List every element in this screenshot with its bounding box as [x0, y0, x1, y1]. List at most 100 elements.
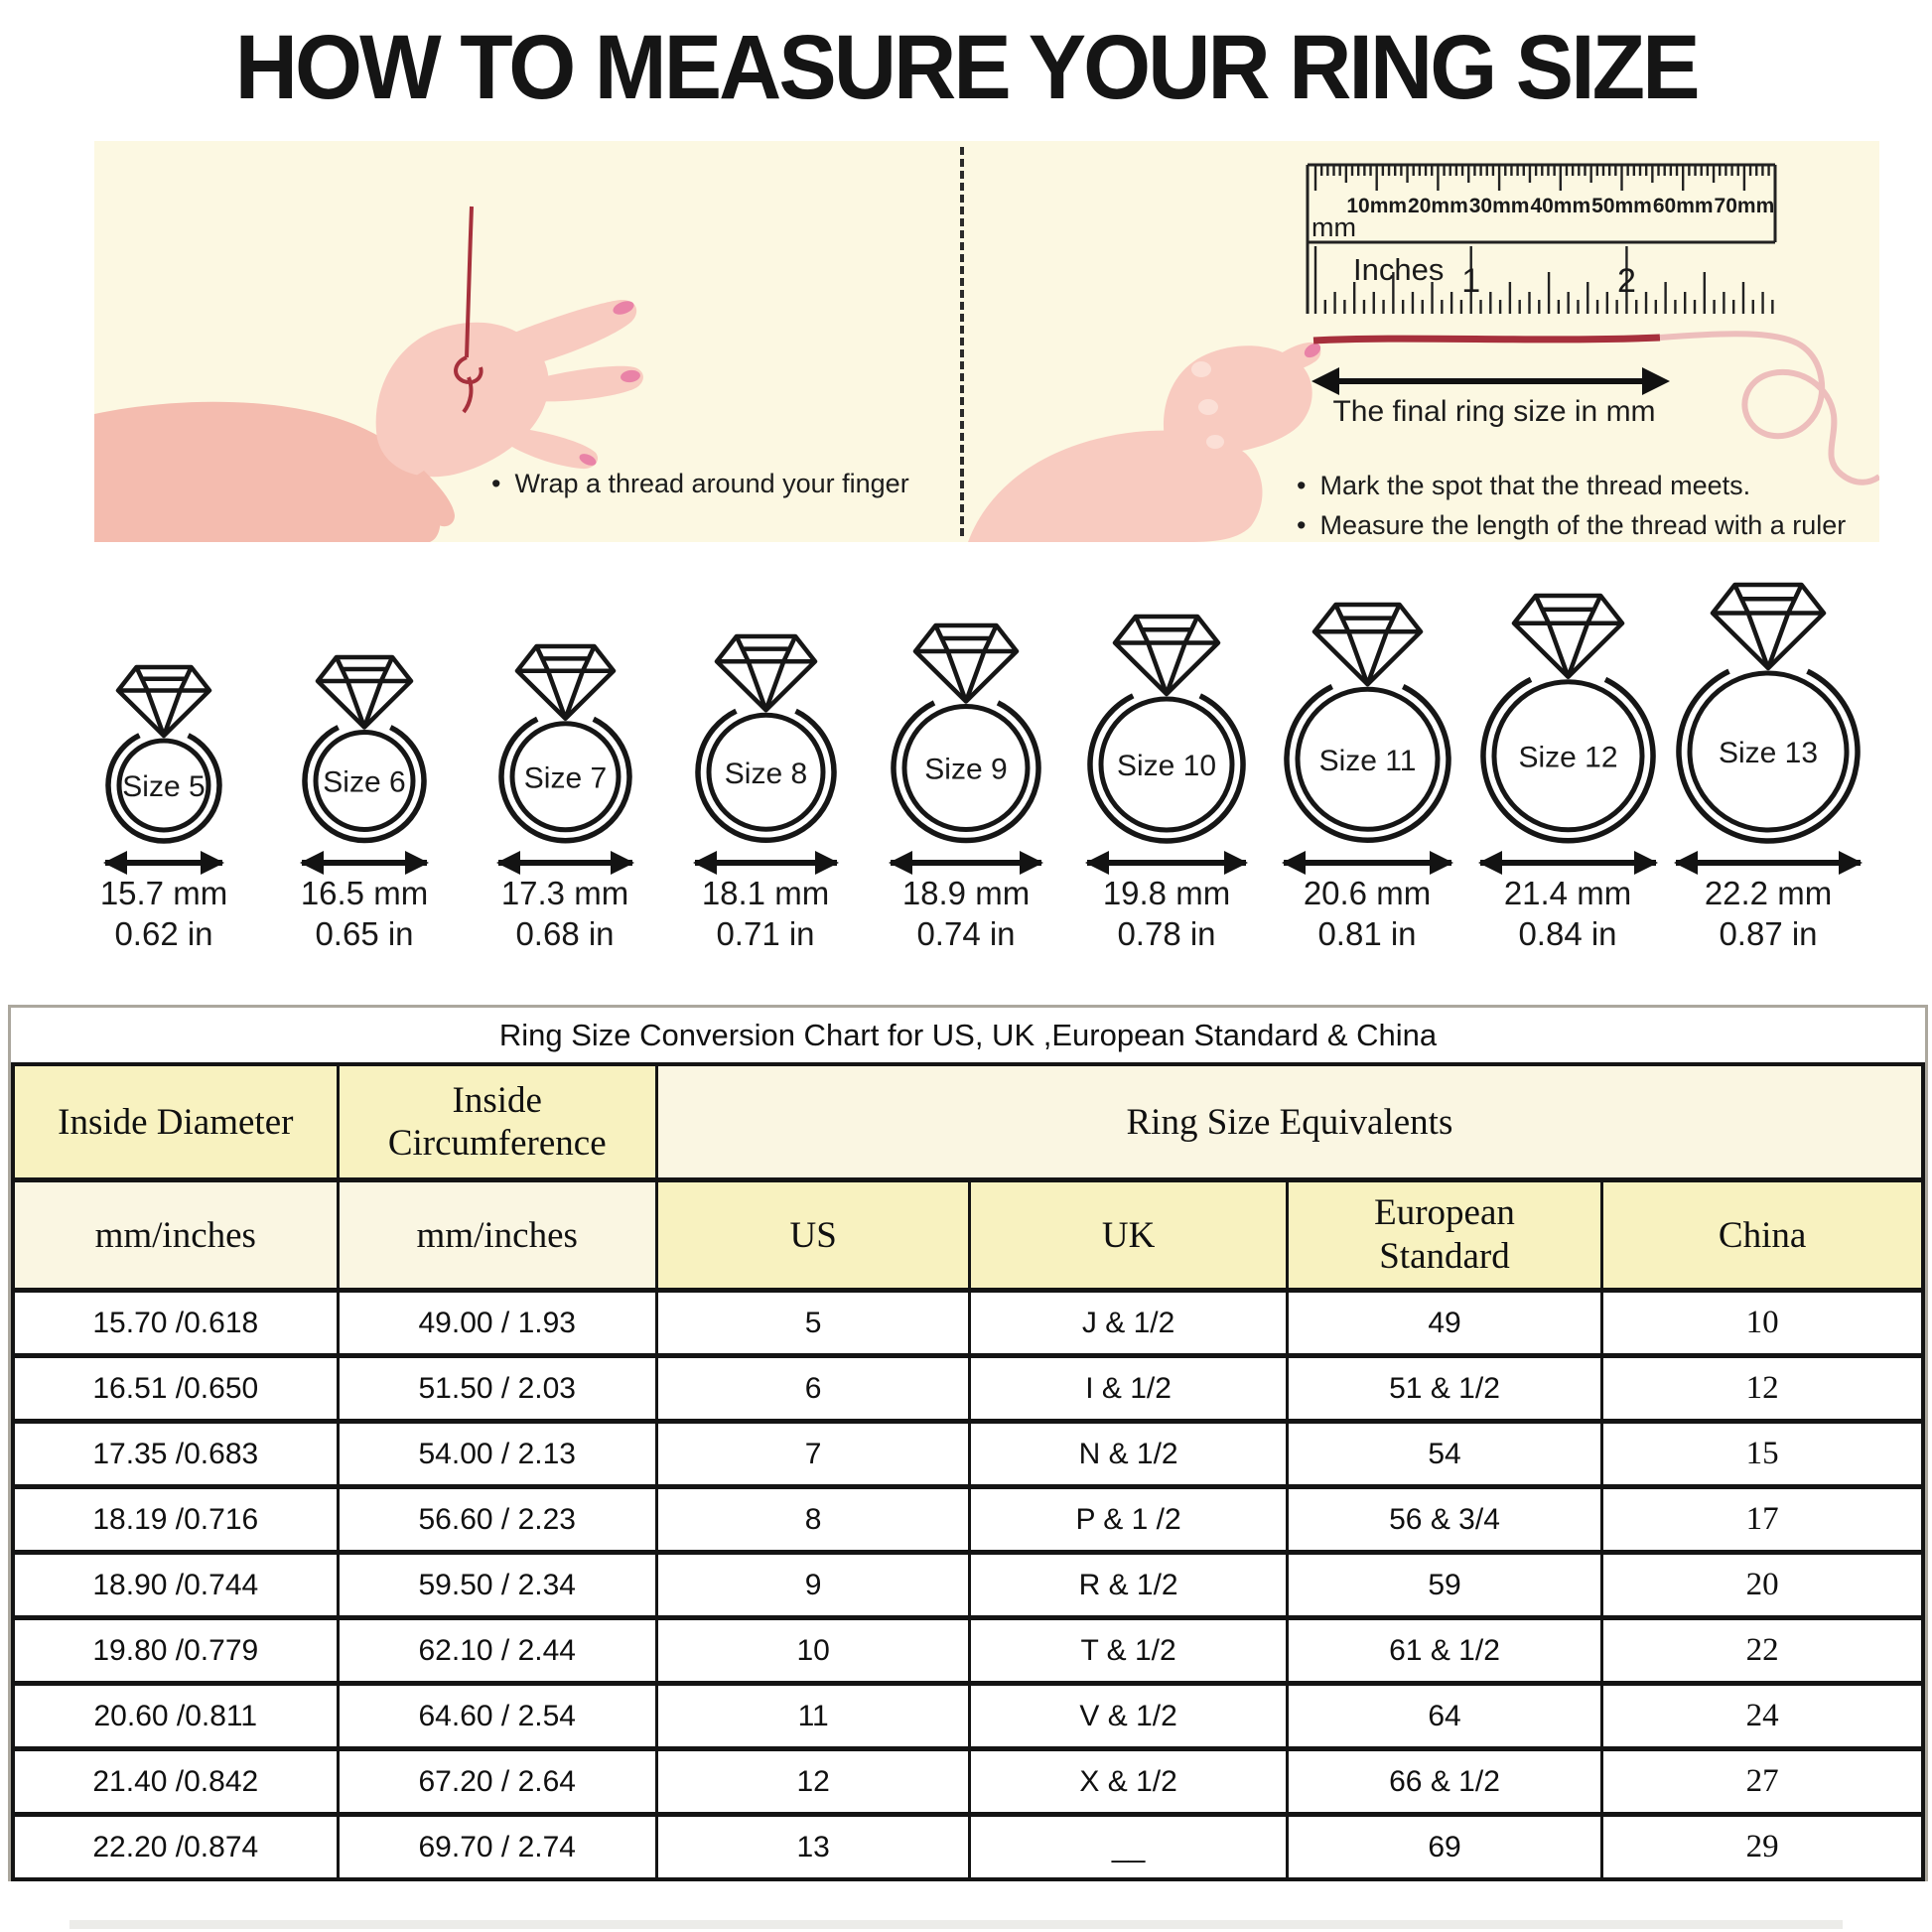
ruler-mm-label: 70mm [1715, 195, 1775, 217]
ring-size-label: Size 5 [122, 770, 205, 803]
thread-knot [454, 355, 483, 384]
thread-loop [1659, 331, 1879, 485]
ring-diameter-inches: 0.74 in [916, 915, 1016, 952]
cell-inside-circumference: 67.20 / 2.64 [336, 1746, 658, 1816]
ring-size-label: Size 10 [1117, 750, 1216, 782]
right-arm [968, 430, 1263, 542]
knuckle-highlight [1198, 399, 1218, 415]
thumb [407, 471, 455, 527]
cell-uk: I & 1/2 [968, 1353, 1289, 1423]
hand-with-thread-illustration [94, 206, 643, 542]
panel-divider [960, 147, 964, 536]
ring-size-item: Size 10 19.8 mm 0.78 in [1066, 613, 1267, 953]
step-text: Mark the spot that the thread meets. [1319, 471, 1751, 500]
cell-us: 5 [654, 1288, 972, 1357]
table-row: 15.70 /0.618 49.00 / 1.93 5 J & 1/2 49 10 [11, 1288, 1925, 1357]
measurement-arrow [1311, 367, 1670, 395]
measured-thread [1312, 334, 1661, 345]
diamond-ring-diagram: Size 7 [497, 643, 632, 844]
ring-size-label: Size 12 [1518, 741, 1617, 773]
ruler-inch-number: 1 [1461, 262, 1480, 300]
ring-band [891, 700, 1041, 844]
cell-euro: 49 [1285, 1288, 1604, 1357]
ruler-inches-label: Inches [1353, 252, 1444, 287]
conversion-table-section: Ring Size Conversion Chart for US, UK ,E… [8, 1005, 1928, 1881]
cell-us: 12 [654, 1746, 972, 1816]
table-row: 22.20 /0.874 69.70 / 2.74 13 __ 69 29 [11, 1812, 1925, 1881]
fingernail [1304, 343, 1321, 358]
diamond-ring-diagram: Size 13 [1676, 582, 1861, 844]
cell-uk: V & 1/2 [968, 1681, 1289, 1750]
cell-us: 9 [654, 1550, 972, 1619]
ring-band [497, 716, 632, 844]
conversion-table: Inside Diameter Inside Circumference Rin… [11, 1062, 1925, 1881]
ring-band [1676, 668, 1861, 844]
cell-us: 11 [654, 1681, 972, 1750]
header-circumference-units: mm/inches [336, 1177, 658, 1292]
header-european-standard: European Standard [1285, 1177, 1604, 1292]
cell-euro: 54 [1285, 1419, 1604, 1488]
diamond-icon [1710, 582, 1827, 671]
diameter-arrow [105, 860, 222, 866]
header-china: China [1600, 1177, 1925, 1292]
cell-euro: 51 & 1/2 [1285, 1353, 1604, 1423]
page-title: HOW TO MEASURE YOUR RING SIZE [0, 16, 1932, 120]
cell-inside-diameter: 15.70 /0.618 [11, 1288, 340, 1357]
ruler-mm-label: 10mm [1346, 195, 1407, 217]
ring-size-label: Size 6 [323, 766, 405, 799]
ring-band [105, 733, 222, 844]
cell-us: 10 [654, 1615, 972, 1685]
ring-diameter-mm: 18.1 mm [701, 875, 830, 911]
step-text: Wrap a thread around your finger [514, 469, 909, 498]
ring-size-label: Size 11 [1318, 745, 1416, 777]
ring-band [694, 708, 837, 843]
cell-inside-circumference: 62.10 / 2.44 [336, 1615, 658, 1685]
fingernail [579, 454, 597, 466]
diameter-arrow [1479, 860, 1656, 866]
ring-size-label: Size 9 [924, 754, 1007, 786]
step-wrap-thread: • Wrap a thread around your finger [491, 469, 909, 499]
header-inside-diameter: Inside Diameter [11, 1062, 340, 1181]
page-title-text: HOW TO MEASURE YOUR RING SIZE [234, 17, 1701, 118]
diamond-ring-diagram: Size 10 [1087, 614, 1246, 844]
cell-china: 22 [1600, 1615, 1925, 1685]
cell-us: 13 [654, 1812, 972, 1881]
cell-china: 27 [1600, 1746, 1925, 1816]
diamond-icon [315, 654, 414, 730]
diameter-arrow [1087, 860, 1246, 866]
diameter-arrow [302, 860, 427, 866]
diamond-icon [115, 664, 212, 739]
ring-diameter-mm: 15.7 mm [99, 875, 228, 911]
diameter-arrow [1676, 860, 1861, 866]
diameter-arrow [497, 860, 632, 866]
step-text-line: • Mark the spot that the thread meets. [1297, 471, 1846, 501]
table-row: 18.19 /0.716 56.60 / 2.23 8 P & 1 /2 56 & 3/… [11, 1484, 1925, 1554]
cell-inside-diameter: 21.40 /0.842 [11, 1746, 340, 1816]
ring-size-item: Size 13 22.2 mm 0.87 in [1668, 581, 1868, 953]
cell-inside-circumference: 51.50 / 2.03 [336, 1353, 658, 1423]
diameter-arrow [891, 860, 1041, 866]
ring-diameter-inches: 0.84 in [1518, 915, 1617, 952]
ring-diameter-mm: 17.3 mm [500, 875, 629, 911]
cell-inside-circumference: 64.60 / 2.54 [336, 1681, 658, 1750]
cell-inside-circumference: 69.70 / 2.74 [336, 1812, 658, 1881]
cell-euro: 56 & 3/4 [1285, 1484, 1604, 1554]
ring-finger [503, 427, 599, 470]
left-arm [94, 401, 441, 542]
table-row: 20.60 /0.811 64.60 / 2.54 11 V & 1/2 64 24 [11, 1681, 1925, 1750]
ring-size-item: Size 8 18.1 mm 0.71 in [665, 632, 866, 953]
cell-euro: 66 & 1/2 [1285, 1746, 1604, 1816]
diamond-ring-diagram: Size 12 [1479, 593, 1656, 844]
header-us: US [654, 1177, 972, 1292]
ruler-illustration: 10mm 20mm 30mm 40mm 50mm 60mm 70mm mm Inches 1 2 [1306, 163, 1777, 314]
ring-diameter-inches: 0.71 in [716, 915, 815, 952]
cell-uk: P & 1 /2 [968, 1484, 1289, 1554]
knuckle-highlight [1206, 435, 1224, 449]
ring-size-diagrams: Size 5 15.7 mm 0.62 in Size 6 16.5 mm 0.65 in… [60, 556, 1872, 953]
diamond-icon [514, 643, 616, 721]
fingernail [613, 301, 634, 315]
cell-inside-diameter: 19.80 /0.779 [11, 1615, 340, 1685]
ruler-mm-unit: mm [1311, 212, 1356, 242]
ring-size-item: Size 7 17.3 mm 0.68 in [465, 642, 665, 953]
ring-diameter-mm: 18.9 mm [901, 875, 1031, 911]
